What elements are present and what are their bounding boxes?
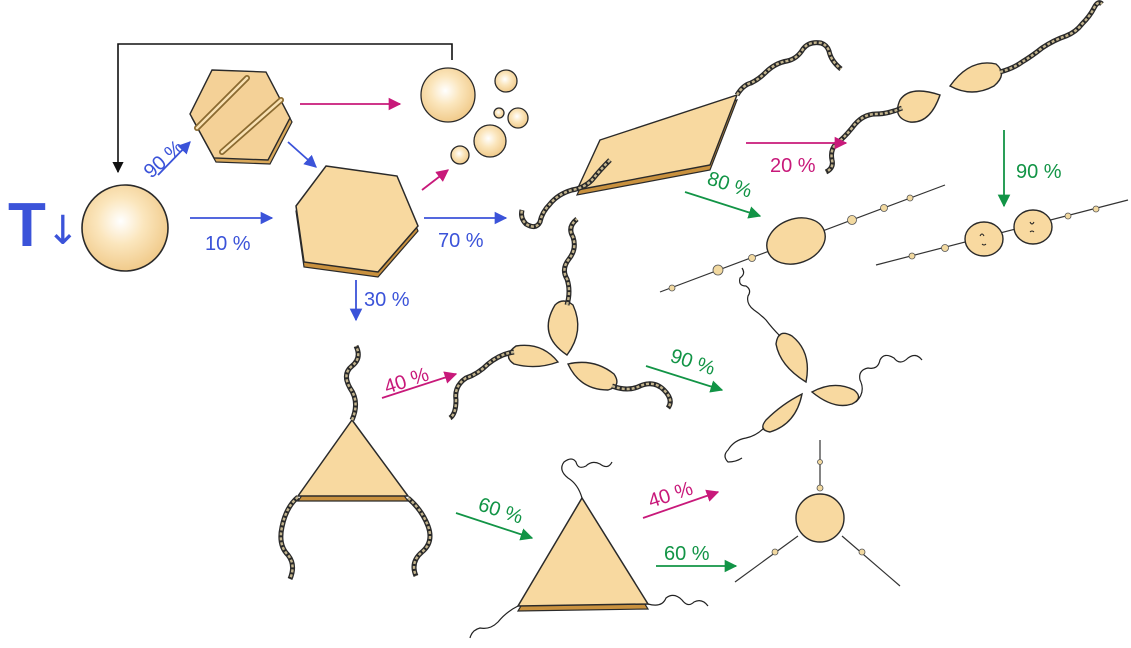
label-90-split: 90 % — [1016, 161, 1062, 183]
tripod-coiled — [724, 267, 923, 463]
arrow-triangle-to-tripod — [381, 371, 458, 399]
arrow-sliced-to-hexagon — [287, 141, 317, 168]
arrow-hexagon-to-spheres — [421, 169, 449, 191]
sphere-cluster — [420, 67, 529, 165]
split-disk-pair — [875, 199, 1129, 266]
temperature-down-arrow-icon: ↓ — [46, 208, 80, 254]
arrow-rhombus-to-ellipse — [684, 191, 762, 219]
label-70-rhombus: 70 % — [438, 230, 484, 252]
hexagon-plate — [295, 165, 419, 278]
arrow-sphere-to-sliced — [157, 141, 191, 176]
temperature-letter: T — [8, 191, 46, 260]
label-40-tripod: 40 % — [382, 364, 432, 399]
tripod-wavy — [448, 217, 673, 421]
label-20-dimer: 20 % — [770, 155, 816, 177]
disk-tripod — [734, 440, 901, 587]
rhombus-plate — [519, 40, 843, 230]
sliced-hexagon-plate — [189, 69, 293, 165]
label-40-coiled-tripod: 40 % — [646, 478, 696, 513]
label-30-triangle: 30 % — [364, 289, 410, 311]
arrow-coiled-triangle-to-tripod — [642, 489, 720, 519]
label-10-hexagon: 10 % — [205, 233, 251, 255]
label-80-ellipse: 80 % — [704, 168, 754, 203]
ellipse-beaded-chain — [659, 184, 946, 293]
arrow-triangle-to-coiled-triangle — [455, 512, 534, 541]
label-90-sliced: 90 % — [140, 136, 189, 183]
triangle-plate-wavy — [278, 344, 433, 580]
label-60-disk: 60 % — [664, 543, 710, 565]
feedback-arrow — [112, 43, 453, 174]
label-60-coiled-triangle: 60 % — [475, 494, 525, 529]
arrow-tripod-to-coiled — [645, 365, 724, 393]
seed-sphere — [81, 184, 169, 272]
triangle-plate-coiled — [469, 458, 709, 639]
teardrop-dimer — [824, 0, 1104, 175]
